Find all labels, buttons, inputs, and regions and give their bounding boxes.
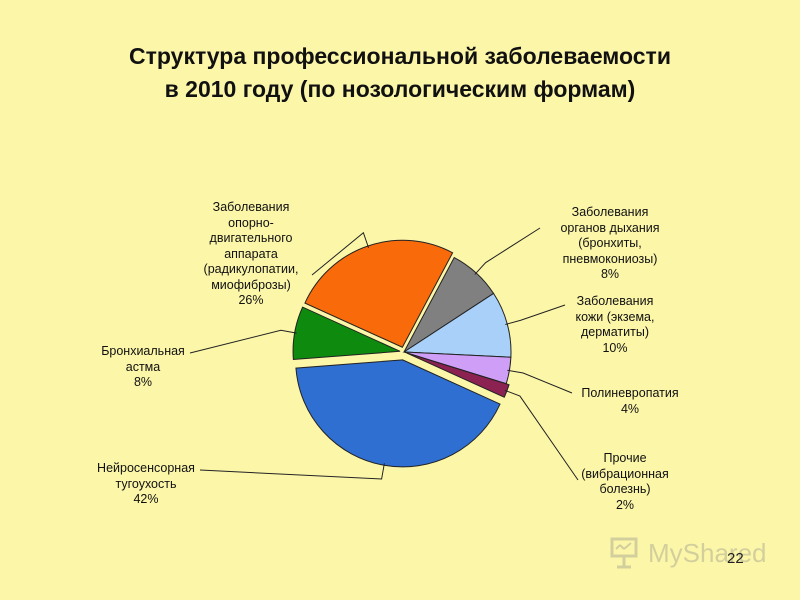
slice-label-text: двигательного	[209, 231, 293, 245]
slice-label-respiratory: Заболевания органов дыхания (бронхиты, пнев…	[540, 205, 680, 283]
chart-title: Структура профессиональной заболеваемост…	[0, 40, 800, 106]
slice-label-skin: Заболевания кожи (экзема, дерматиты) 10%	[565, 294, 665, 356]
slice-label-text: (бронхиты,	[578, 236, 642, 250]
slice-label-text: (вибрационная	[581, 466, 669, 481]
slice-label-text: (радикулопатии,	[203, 262, 299, 276]
slice-label-hearing: Нейросенсорная тугоухость 42%	[90, 461, 202, 508]
slice-label-text: Заболевания	[576, 294, 654, 308]
slice-label-text: болезнь)	[599, 482, 651, 496]
page-number: 22	[727, 550, 744, 567]
slice-label-text: Полиневропатия	[581, 386, 679, 400]
slice-label-musculoskeletal: Заболевания опорно-двигательного аппарата(…	[190, 200, 312, 309]
leader-line-other	[504, 389, 579, 481]
slice-percent-label: 26%	[238, 293, 264, 307]
slice-label-other: Прочие (вибрационная болезнь) 2%	[577, 451, 673, 513]
chart-title-line-1: Структура профессиональной заболеваемост…	[129, 43, 671, 69]
leader-line-asthma	[189, 329, 297, 354]
slice-label-text: Заболевания	[212, 200, 290, 214]
slice-label-text: дерматиты)	[580, 325, 650, 339]
slice-label-text: Прочие	[603, 451, 647, 465]
slice-label-text: миофиброзы)	[211, 277, 291, 292]
slice-label-text: Бронхиальная	[101, 344, 185, 358]
slice-label-asthma: Бронхиальная астма 8%	[90, 344, 196, 391]
slice-label-text: Нейросенсорная	[97, 461, 195, 475]
slice-label-text: опорно-	[228, 215, 274, 230]
slice-label-text: астма	[125, 359, 161, 374]
leader-line-hearing	[199, 463, 385, 480]
chart-title-line-2: в 2010 году (по нозологическим формам)	[164, 76, 636, 102]
leader-line-respiratory	[474, 227, 541, 275]
presentation-board-icon	[610, 537, 638, 569]
slice-percent-label: 10%	[602, 340, 628, 355]
slice-percent-label: 2%	[615, 497, 635, 512]
leader-line-polyneuropathy	[507, 369, 573, 394]
slice-label-text: тугоухость	[115, 476, 177, 491]
slice-percent-label: 8%	[600, 267, 620, 281]
slice-percent-label: 4%	[620, 401, 640, 416]
watermark-logo: MyShared	[608, 536, 778, 572]
slice-percent-label: 8%	[133, 375, 153, 389]
slice-label-text: Заболевания	[571, 205, 649, 219]
leader-line-musculoskeletal	[311, 231, 370, 276]
leader-line-skin	[505, 304, 566, 325]
slice-label-text: органов дыхания	[560, 220, 660, 235]
slice-percent-label: 42%	[133, 492, 159, 506]
slice-label-text: аппарата	[224, 246, 278, 261]
watermark-text: MyShared	[648, 538, 767, 568]
slice-label-text: кожи (экзема,	[575, 309, 655, 324]
slice-label-polyneuropathy: Полиневропатия 4%	[570, 386, 690, 417]
slice-label-text: пневмокониозы)	[562, 251, 658, 266]
